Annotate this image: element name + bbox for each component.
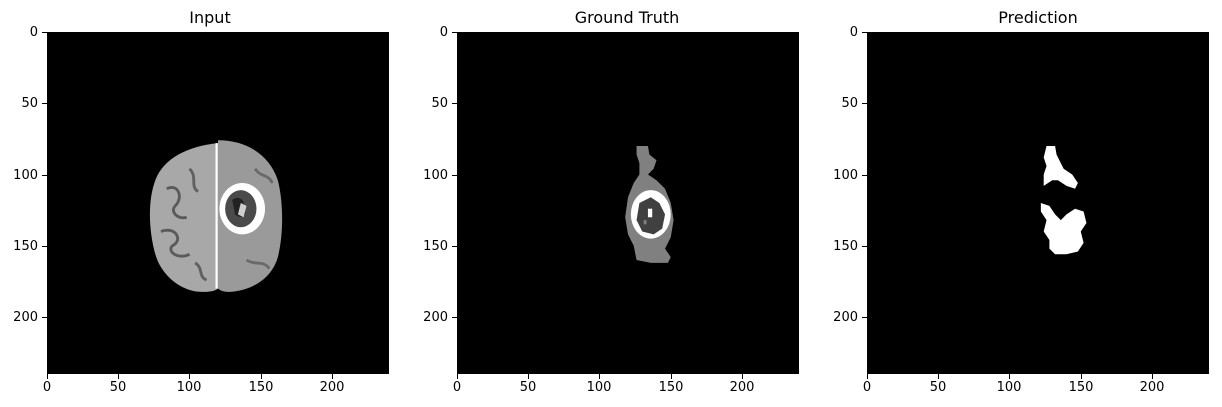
x-tick-mark — [599, 374, 600, 379]
x-tick-mark — [742, 374, 743, 379]
y-tick-mark — [862, 32, 867, 33]
y-tick-mark — [452, 246, 457, 247]
x-tick-label: 150 — [248, 380, 274, 395]
x-tick-label: 100 — [996, 380, 1022, 395]
x-tick-label: 150 — [658, 380, 684, 395]
panel-title: Input — [189, 8, 231, 27]
panel-title: Ground Truth — [574, 8, 680, 27]
y-tick-mark — [862, 103, 867, 104]
prediction-image — [867, 32, 1209, 374]
y-tick-label: 150 — [833, 239, 858, 254]
y-tick-mark — [862, 175, 867, 176]
x-tick-label: 0 — [452, 380, 462, 395]
panel-title: Prediction — [998, 8, 1078, 27]
x-tick-mark — [1081, 374, 1082, 379]
x-tick-mark — [938, 374, 939, 379]
panel-prediction: Prediction 0 50 100 150 200 0 50 100 150… — [820, 0, 1220, 407]
panel-ground-truth: Ground Truth 0 50 100 150 200 0 50 100 1… — [410, 0, 810, 407]
y-tick-label: 50 — [841, 96, 858, 111]
x-tick-mark — [47, 374, 48, 379]
ground-truth-image — [457, 32, 799, 374]
y-tick-label: 150 — [423, 239, 448, 254]
segmentation-mask — [457, 32, 799, 374]
x-tick-label: 50 — [109, 380, 127, 395]
x-tick-label: 50 — [929, 380, 947, 395]
x-tick-mark — [189, 374, 190, 379]
y-tick-label: 50 — [431, 96, 448, 111]
x-tick-mark — [1152, 374, 1153, 379]
y-tick-label: 200 — [13, 310, 38, 325]
x-tick-mark — [671, 374, 672, 379]
x-tick-mark — [867, 374, 868, 379]
prediction-mask — [867, 32, 1209, 374]
panel-input: Input 0 50 100 150 2 — [0, 0, 400, 407]
y-tick-mark — [42, 32, 47, 33]
x-tick-label: 100 — [176, 380, 202, 395]
brain-mri-image — [47, 32, 389, 374]
x-tick-mark — [118, 374, 119, 379]
x-tick-label: 100 — [586, 380, 612, 395]
x-tick-mark — [457, 374, 458, 379]
x-tick-mark — [261, 374, 262, 379]
y-tick-mark — [42, 246, 47, 247]
input-image — [47, 32, 389, 374]
x-tick-mark — [1009, 374, 1010, 379]
y-tick-label: 200 — [423, 310, 448, 325]
y-tick-mark — [42, 175, 47, 176]
y-tick-label: 100 — [13, 168, 38, 183]
x-tick-label: 0 — [862, 380, 872, 395]
y-tick-label: 0 — [29, 25, 38, 40]
y-tick-label: 100 — [423, 168, 448, 183]
y-tick-mark — [452, 32, 457, 33]
x-tick-label: 0 — [42, 380, 52, 395]
y-tick-label: 200 — [833, 310, 858, 325]
y-tick-mark — [862, 317, 867, 318]
x-tick-mark — [528, 374, 529, 379]
x-tick-label: 200 — [319, 380, 345, 395]
y-tick-label: 0 — [849, 25, 858, 40]
x-tick-label: 200 — [1139, 380, 1165, 395]
y-tick-label: 50 — [21, 96, 38, 111]
y-tick-label: 100 — [833, 168, 858, 183]
y-tick-label: 0 — [439, 25, 448, 40]
x-tick-mark — [332, 374, 333, 379]
x-tick-label: 150 — [1068, 380, 1094, 395]
y-tick-mark — [862, 246, 867, 247]
y-tick-label: 150 — [13, 239, 38, 254]
y-tick-mark — [42, 317, 47, 318]
y-tick-mark — [452, 103, 457, 104]
y-tick-mark — [42, 103, 47, 104]
y-tick-mark — [452, 175, 457, 176]
x-tick-label: 50 — [519, 380, 537, 395]
y-tick-mark — [452, 317, 457, 318]
x-tick-label: 200 — [729, 380, 755, 395]
